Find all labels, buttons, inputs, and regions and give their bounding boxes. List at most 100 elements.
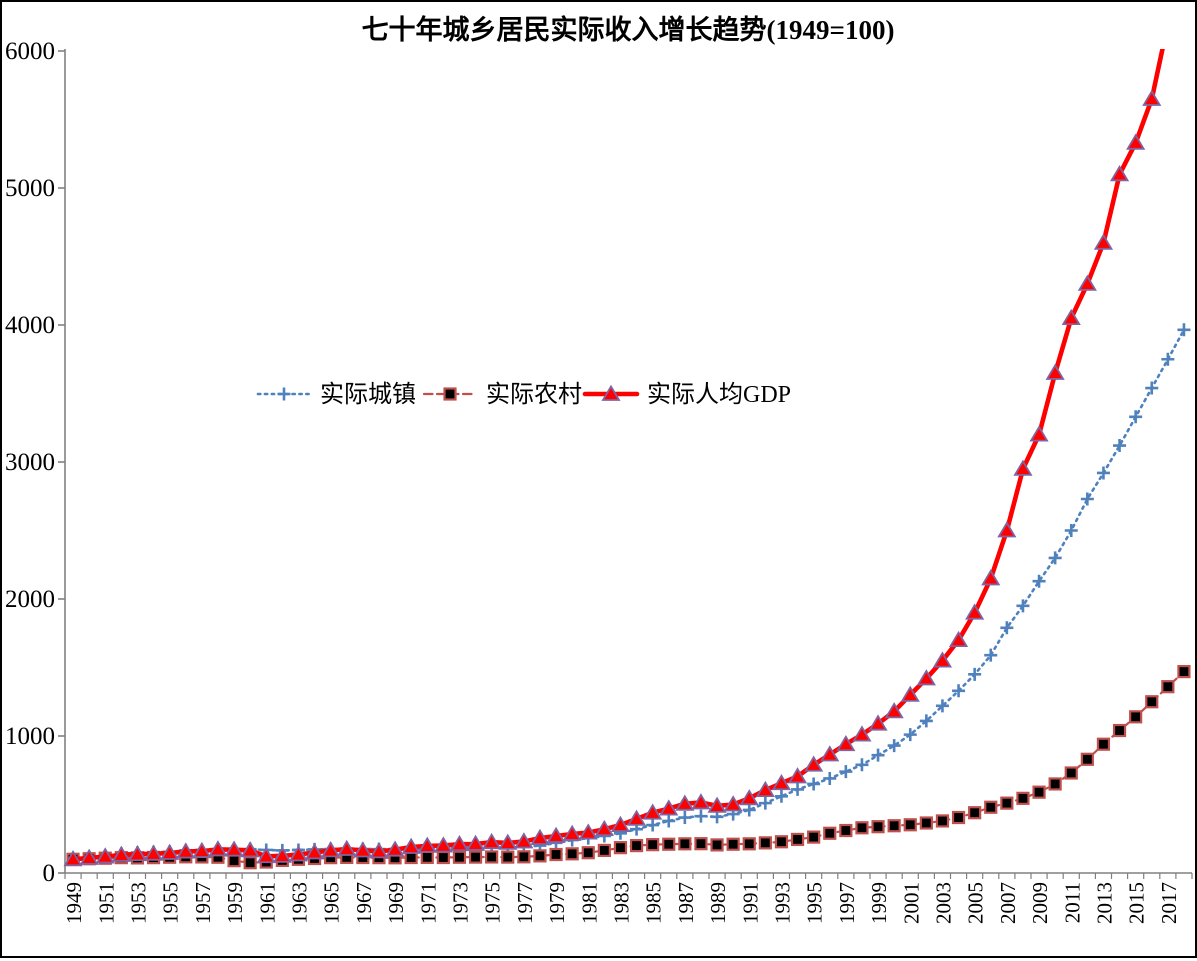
plus-marker (1113, 439, 1127, 453)
series-rural-line (71, 670, 1186, 864)
triangle-marker (562, 824, 582, 841)
triangle-marker (659, 799, 679, 816)
square-marker (597, 843, 611, 857)
square-marker (485, 850, 499, 864)
x-tick-label: 1979 (545, 882, 569, 924)
square-marker (1080, 752, 1094, 766)
triangle-marker (836, 734, 856, 752)
triangle-marker (691, 793, 711, 810)
triangle-marker (1061, 308, 1081, 326)
plus-marker (1145, 381, 1159, 395)
chart-title: 七十年城乡居民实际收入增长趋势(1949=100) (362, 14, 895, 45)
axes: 0 1000 2000 3000 4000 5000 6000 1949 1951 1953 195… (5, 38, 1193, 924)
triangle-marker (127, 844, 148, 862)
triangle-marker (900, 685, 920, 702)
square-marker (742, 837, 756, 851)
triangle-marker (369, 842, 389, 859)
triangle-marker (594, 819, 614, 837)
triangle-marker (482, 832, 502, 850)
square-marker (1032, 785, 1046, 799)
square-marker (662, 837, 676, 851)
square-marker (968, 806, 982, 820)
y-tick-label: 4000 (5, 312, 55, 339)
plus-marker (1048, 551, 1062, 565)
triangle-marker (321, 841, 341, 858)
x-tick-label: 2017 (1157, 882, 1181, 924)
triangle-marker (79, 848, 99, 865)
triangle-marker (1109, 165, 1130, 182)
triangle-marker (433, 836, 453, 853)
triangle-marker (610, 815, 631, 832)
triangle-marker (1126, 133, 1146, 150)
x-tick-label: 1999 (867, 882, 891, 924)
square-marker (629, 838, 644, 853)
triangle-marker (208, 840, 228, 857)
triangle-marker (417, 836, 437, 853)
plus-marker (277, 387, 291, 401)
triangle-marker (916, 669, 936, 686)
triangle-marker (932, 651, 953, 668)
y-tick-label: 3000 (5, 449, 55, 476)
plus-marker (646, 818, 660, 832)
plus-marker (1032, 574, 1046, 588)
square-marker (758, 836, 772, 850)
triangle-marker (272, 846, 292, 863)
triangle-marker (755, 780, 775, 798)
square-marker (807, 830, 821, 844)
triangle-marker (852, 725, 872, 742)
x-tick-label: 1959 (223, 882, 247, 924)
plus-marker (871, 748, 885, 762)
square-marker (951, 810, 966, 825)
square-marker (436, 850, 450, 865)
square-marker (517, 850, 531, 864)
legend: 实际城镇 实际农村 实际人均GDP (256, 381, 791, 408)
plus-marker (935, 699, 949, 713)
triangle-marker (224, 840, 244, 857)
plus-marker (903, 728, 917, 742)
square-marker (581, 846, 595, 860)
square-marker (710, 838, 724, 852)
series-rural (66, 665, 1191, 870)
triangle-marker (965, 603, 985, 620)
triangle-marker (176, 842, 196, 859)
x-tick-label: 1985 (642, 882, 666, 924)
triangle-marker (546, 826, 566, 843)
x-tick-label: 1953 (126, 882, 150, 924)
triangle-marker (449, 834, 470, 852)
square-marker (919, 816, 933, 830)
legend-item-rural: 实际农村 (422, 381, 582, 408)
plus-marker (919, 714, 933, 728)
triangle-marker (498, 833, 518, 850)
square-marker (1129, 710, 1143, 724)
square-marker (984, 800, 998, 814)
square-marker (533, 849, 547, 863)
triangle-marker (337, 839, 357, 856)
square-marker (790, 832, 805, 847)
plus-marker (887, 739, 901, 753)
x-tick-label: 2013 (1092, 882, 1116, 924)
square-marker (1161, 680, 1175, 694)
triangle-marker (1160, 16, 1176, 30)
triangle-marker (997, 521, 1017, 538)
triangle-marker (1029, 425, 1049, 442)
x-tick-label: 1967 (352, 882, 376, 924)
triangle-marker (948, 630, 969, 647)
plus-marker (984, 648, 998, 662)
triangle-marker (530, 828, 550, 845)
triangle-marker (601, 384, 621, 401)
triangle-marker (1045, 363, 1065, 380)
plus-marker (662, 814, 676, 828)
y-tick-label: 6000 (5, 38, 55, 65)
plus-marker (1016, 599, 1030, 613)
x-tick-label: 1993 (770, 882, 794, 924)
x-tick-label: 1963 (287, 882, 311, 924)
triangle-marker (820, 745, 840, 762)
x-tick-label: 1961 (255, 882, 279, 924)
legend-label: 实际城镇 (320, 381, 416, 408)
plus-marker (694, 809, 708, 823)
legend-label: 实际农村 (486, 381, 582, 408)
square-marker (678, 837, 692, 851)
square-marker (646, 838, 660, 852)
x-tick-label: 1989 (706, 882, 730, 924)
